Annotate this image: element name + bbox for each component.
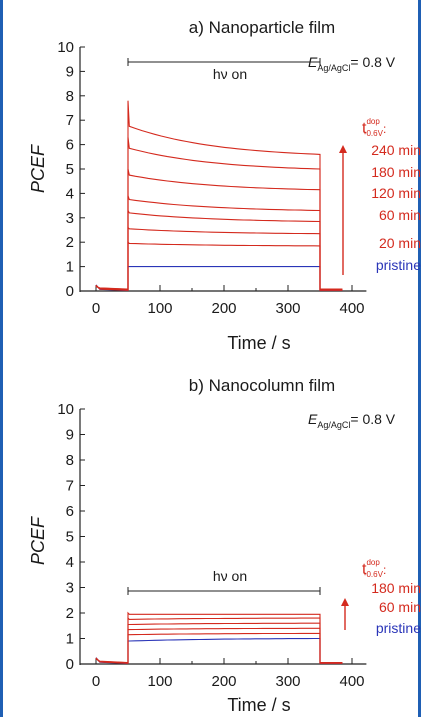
panel-a-series-trace xyxy=(95,266,343,292)
panel-b-x-tick-label: 200 xyxy=(211,673,236,690)
panel-b-y-tick-label: 6 xyxy=(66,503,74,520)
legend-header-main: t xyxy=(362,120,367,137)
potential-subscript: Ag/AgCl xyxy=(317,63,350,73)
panel-b-y-tick-label: 10 xyxy=(57,401,74,418)
panel-b-legend-entry: 180 min xyxy=(371,580,421,596)
panel-b-y-tick-label: 7 xyxy=(66,478,74,495)
panel-a-series-trace xyxy=(95,100,343,290)
panel-a-potential-label: EAg/AgCl= 0.8 V xyxy=(308,54,396,73)
panel-a-y-tick-label: 7 xyxy=(66,112,74,129)
panel-b-y-tick-label: 8 xyxy=(66,452,74,469)
panel-a-y-tick-label: 5 xyxy=(66,161,74,178)
panel-a-y-tick-label: 10 xyxy=(57,39,74,56)
legend-header-sup: dop xyxy=(366,117,380,126)
panel-b-x-tick-label: 0 xyxy=(92,673,100,690)
panel-a: a) Nanoparticle film PCEF Time / s EAg/A… xyxy=(28,18,421,353)
panel-a-series-trace xyxy=(95,168,343,291)
panel-b-title: b) Nanocolumn film xyxy=(189,376,335,395)
panel-a-y-tick-label: 9 xyxy=(66,63,74,80)
panel-a-illumination-label: hν on xyxy=(213,66,247,82)
panel-b-ylabel: PCEF xyxy=(28,516,48,565)
panel-b-illumination-label: hν on xyxy=(213,568,247,584)
panel-b-legend-entry: 60 min xyxy=(379,599,421,615)
panel-b-y-tick-label: 2 xyxy=(66,605,74,622)
panel-b-y-tick-label: 3 xyxy=(66,580,74,597)
legend-header-sub: -0.6V xyxy=(364,570,384,579)
legend-header-sup: dop xyxy=(366,558,380,567)
panel-b-y-tick-label: 5 xyxy=(66,529,74,546)
legend-header-suffix: : xyxy=(383,122,386,136)
panel-a-x-tick-label: 100 xyxy=(147,300,172,317)
panel-a-y-tick-label: 2 xyxy=(66,234,74,251)
panel-b-trend-arrowhead xyxy=(341,598,349,606)
legend-header-main: t xyxy=(362,561,367,578)
panel-a-series-trace xyxy=(95,240,343,291)
panel-b-x-tick-label: 400 xyxy=(339,673,364,690)
panel-b-series-trace xyxy=(95,622,343,664)
legend-header-sub: -0.6V xyxy=(364,129,384,138)
panel-a-y-tick-label: 3 xyxy=(66,210,74,227)
panel-b: b) Nanocolumn film PCEF Time / s EAg/AgC… xyxy=(28,376,421,715)
panel-a-y-tick-label: 0 xyxy=(66,283,74,300)
panel-a-x-tick-label: 400 xyxy=(339,300,364,317)
legend-header-suffix: : xyxy=(383,563,386,577)
panel-b-series-trace xyxy=(95,616,343,664)
panel-b-y-tick-label: 0 xyxy=(66,656,74,673)
panel-b-x-tick-label: 300 xyxy=(275,673,300,690)
panel-a-title: a) Nanoparticle film xyxy=(189,18,335,37)
panel-a-legend-entry: 60 min xyxy=(379,207,421,223)
panel-b-y-tick-label: 9 xyxy=(66,427,74,444)
panel-a-legend-entry: 20 min xyxy=(379,235,421,251)
panel-b-series-trace xyxy=(95,627,343,664)
panel-a-x-tick-label: 200 xyxy=(211,300,236,317)
panel-b-legend-header: tdop -0.6V: xyxy=(362,558,386,579)
panel-a-series-trace xyxy=(95,195,343,291)
panel-a-xlabel: Time / s xyxy=(227,333,290,353)
panel-b-series-trace xyxy=(95,632,343,664)
panel-a-legend-entry: 240 min xyxy=(371,142,421,158)
panel-b-series-trace xyxy=(95,611,343,664)
potential-value: = 0.8 V xyxy=(350,54,395,70)
panel-b-potential-label: EAg/AgCl= 0.8 V xyxy=(308,411,396,430)
panel-a-trend-arrowhead xyxy=(339,145,347,153)
panel-b-series-trace xyxy=(95,637,343,665)
panel-b-y-tick-label: 1 xyxy=(66,631,74,648)
panel-a-series-trace xyxy=(95,137,343,290)
potential-subscript: Ag/AgCl xyxy=(317,420,350,430)
panel-a-x-tick-label: 300 xyxy=(275,300,300,317)
panel-a-y-tick-label: 6 xyxy=(66,137,74,154)
panel-a-y-tick-label: 1 xyxy=(66,259,74,276)
panel-a-ylabel: PCEF xyxy=(28,144,48,193)
panel-a-x-tick-label: 0 xyxy=(92,300,100,317)
panel-a-legend-entry-pristine: pristine xyxy=(376,257,421,273)
panel-a-legend-entry: 180 min xyxy=(371,164,421,180)
panel-a-series-trace xyxy=(95,226,343,291)
panel-a-legend-entry: 120 min xyxy=(371,185,421,201)
potential-value: = 0.8 V xyxy=(350,411,395,427)
panel-b-x-tick-label: 100 xyxy=(147,673,172,690)
panel-a-y-tick-label: 4 xyxy=(66,185,74,202)
potential-symbol: E xyxy=(308,411,318,427)
panel-b-legend-entry-pristine: pristine xyxy=(376,620,421,636)
panel-a-legend-header: tdop -0.6V: xyxy=(362,117,386,138)
panel-a-series-trace xyxy=(95,210,343,291)
panel-a-y-tick-label: 8 xyxy=(66,88,74,105)
panel-b-y-tick-label: 4 xyxy=(66,554,74,571)
panel-b-xlabel: Time / s xyxy=(227,695,290,715)
